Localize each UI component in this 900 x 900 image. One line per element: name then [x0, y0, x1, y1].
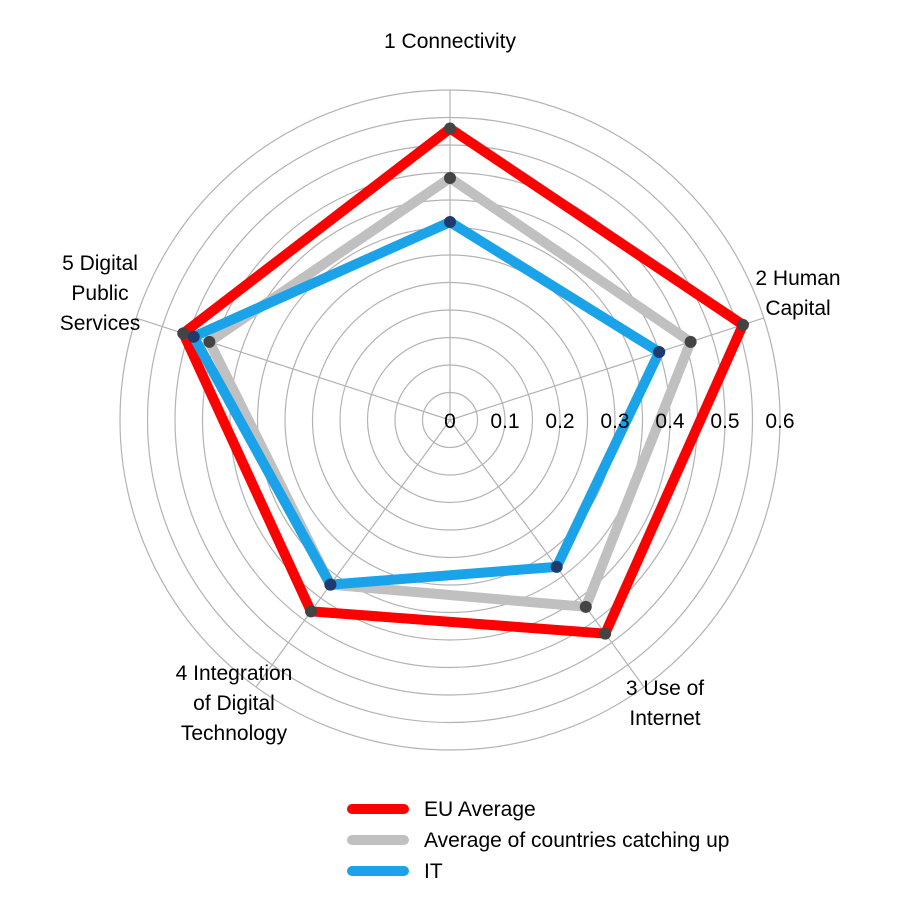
data-point [444, 216, 456, 228]
data-point [177, 327, 190, 340]
axis-labels: 1 Connectivity 2 Human Capital 3 Use of Inte… [60, 30, 841, 745]
data-point [444, 122, 456, 135]
data-point [550, 560, 563, 573]
tick-label: 0.1 [490, 410, 519, 433]
data-point [324, 578, 337, 591]
data-point [599, 627, 612, 640]
axis-label-5: 5 Digital Public Services [60, 252, 141, 335]
axis-label-2: 2 Human Capital [755, 267, 840, 320]
data-point [304, 605, 317, 618]
series-line-3 [186, 216, 666, 590]
legend-label-2: Average of countries catching up [424, 829, 729, 852]
legend-label-1: EU Average [424, 798, 536, 821]
data-point [444, 172, 456, 184]
axis-label-4: 4 Integration of Digital Technology [176, 662, 293, 745]
axis-spoke [449, 419, 645, 688]
data-point [736, 318, 749, 331]
axis-spoke [449, 317, 765, 421]
data-point [684, 335, 697, 348]
series-group [177, 122, 750, 640]
tick-label: 0.4 [655, 410, 685, 433]
data-point [579, 600, 592, 613]
tick-label: 0 [444, 410, 456, 433]
legend-label-3: IT [424, 860, 443, 883]
series-line-1 [177, 122, 750, 639]
legend: EU Average Average of countries catching … [347, 798, 729, 883]
radial-tick-labels: 0 0.1 0.2 0.3 0.4 0.5 0.6 [444, 410, 794, 433]
tick-label: 0.6 [765, 410, 794, 433]
tick-label: 0.5 [710, 410, 739, 433]
axis-label-3: 3 Use of Internet [626, 677, 704, 730]
data-point [653, 346, 666, 359]
tick-label: 0.2 [545, 410, 574, 433]
data-point [203, 335, 216, 348]
tick-label: 0.3 [600, 410, 629, 433]
axis-spoke [255, 419, 451, 688]
data-point [187, 330, 200, 343]
axis-label-1: 1 Connectivity [384, 30, 516, 53]
